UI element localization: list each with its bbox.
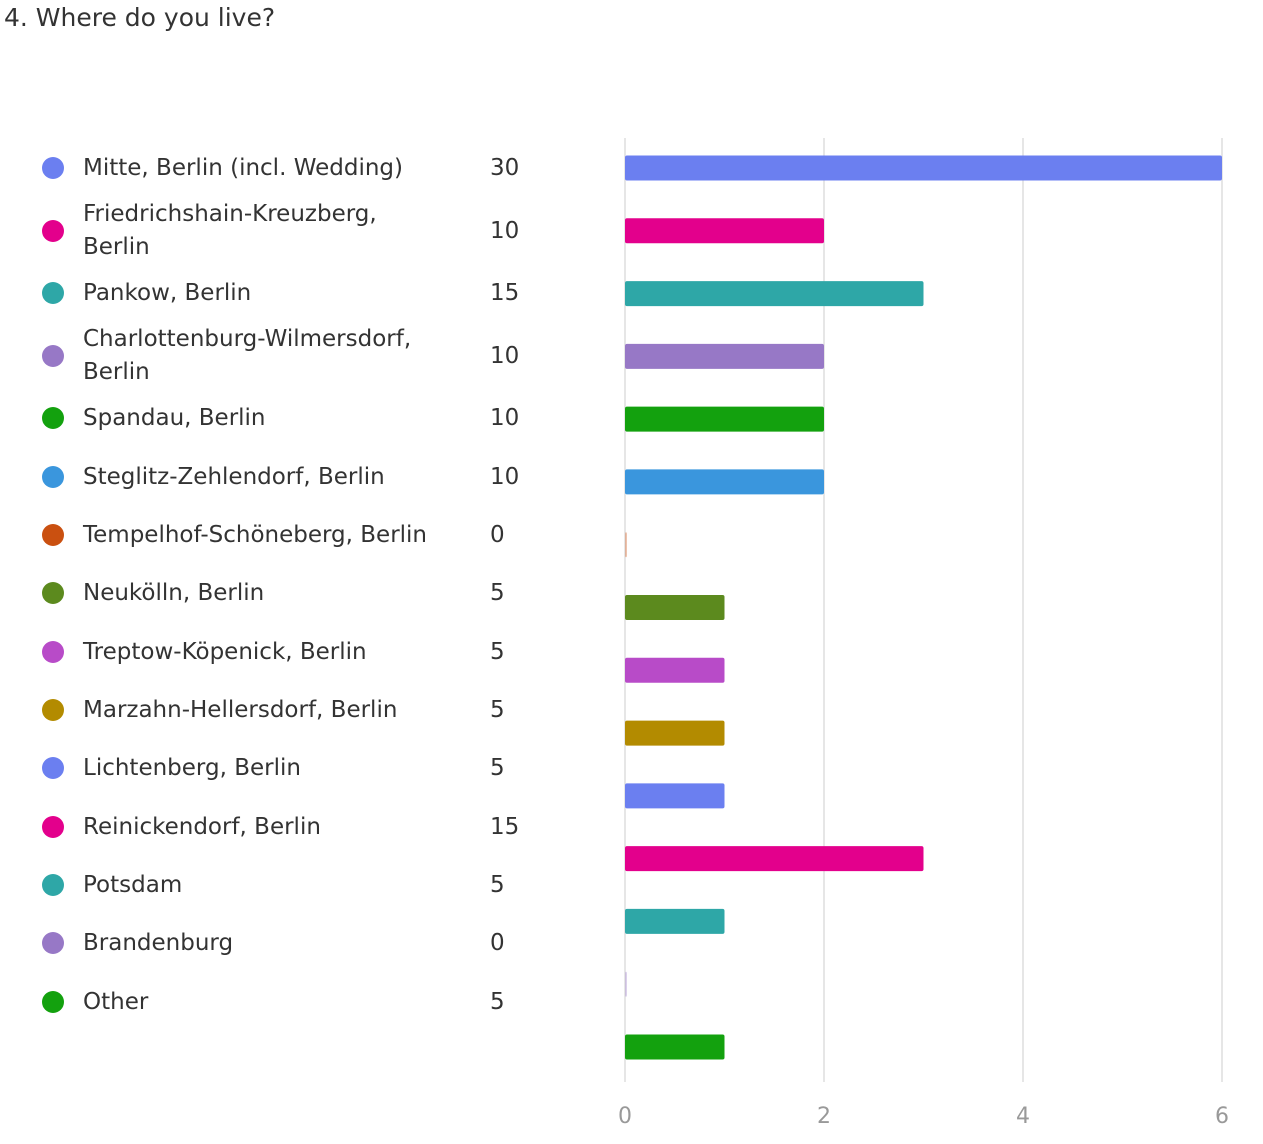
legend-label: Neukölln, Berlin: [83, 580, 265, 606]
legend-label: Reinickendorf, Berlin: [83, 814, 321, 840]
bar[interactable]: [625, 281, 924, 307]
legend-label: Friedrichshain-Kreuzberg, Berlin: [83, 201, 377, 260]
legend-count: 10: [490, 464, 520, 490]
legend-swatch: [42, 524, 64, 546]
bar[interactable]: [625, 532, 627, 558]
legend-swatch: [42, 157, 64, 179]
bar[interactable]: [625, 846, 924, 872]
chart-title: 4. Where do you live?: [4, 3, 276, 32]
legend-label: Other: [83, 989, 149, 1015]
legend-label: Treptow-Köpenick, Berlin: [83, 639, 367, 665]
legend-count: 5: [490, 872, 505, 898]
legend-label: Potsdam: [83, 872, 183, 898]
legend-count: 10: [490, 218, 520, 244]
bar[interactable]: [625, 469, 824, 495]
bar[interactable]: [625, 1034, 725, 1060]
legend-label: Tempelhof-Schöneberg, Berlin: [83, 522, 428, 548]
legend-count: 15: [490, 280, 520, 306]
bar[interactable]: [625, 971, 627, 997]
legend-count: 15: [490, 814, 520, 840]
bar[interactable]: [625, 783, 725, 809]
legend-count: 10: [490, 405, 520, 431]
legend-swatch: [42, 874, 64, 896]
legend: Mitte, Berlin (incl. Wedding) 30 Friedrich…: [0, 0, 560, 1144]
x-tick-label: 0: [618, 1104, 632, 1129]
legend-count: 5: [490, 639, 505, 665]
legend-label: Brandenburg: [83, 930, 234, 956]
legend-swatch: [42, 932, 64, 954]
bar[interactable]: [625, 908, 725, 934]
legend-swatch: [42, 757, 64, 779]
x-tick-label: 2: [817, 1104, 831, 1129]
legend-count: 30: [490, 155, 520, 181]
x-tick-label: 6: [1215, 1104, 1229, 1129]
legend-count: 10: [490, 343, 520, 369]
bar[interactable]: [625, 155, 1222, 181]
legend-swatch: [42, 991, 64, 1013]
legend-count: 5: [490, 755, 505, 781]
legend-swatch: [42, 345, 64, 367]
bar[interactable]: [625, 595, 725, 620]
legend-swatch: [42, 407, 64, 429]
bar[interactable]: [625, 406, 824, 432]
legend-swatch: [42, 582, 64, 604]
legend-swatch: [42, 282, 64, 304]
bar[interactable]: [625, 657, 725, 683]
legend-swatch: [42, 641, 64, 663]
legend-swatch: [42, 220, 64, 242]
legend-label: Steglitz-Zehlendorf, Berlin: [83, 464, 385, 490]
bar[interactable]: [625, 343, 824, 369]
legend-label: Pankow, Berlin: [83, 280, 252, 306]
x-tick-label: 4: [1016, 1104, 1030, 1129]
legend-swatch: [42, 816, 64, 838]
legend-swatch: [42, 699, 64, 721]
legend-label: Spandau, Berlin: [83, 405, 266, 431]
legend-swatch: [42, 466, 64, 488]
legend-label: Mitte, Berlin (incl. Wedding): [83, 155, 403, 181]
legend-count: 0: [490, 930, 505, 956]
legend-label: Lichtenberg, Berlin: [83, 755, 301, 781]
legend-label: Marzahn-Hellersdorf, Berlin: [83, 697, 398, 723]
bar[interactable]: [625, 720, 725, 746]
bar[interactable]: [625, 218, 824, 244]
legend-count: 5: [490, 580, 505, 606]
legend-label: Charlottenburg-Wilmersdorf, Berlin: [83, 326, 412, 385]
legend-count: 5: [490, 697, 505, 723]
legend-count: 0: [490, 522, 505, 548]
legend-count: 5: [490, 989, 505, 1015]
